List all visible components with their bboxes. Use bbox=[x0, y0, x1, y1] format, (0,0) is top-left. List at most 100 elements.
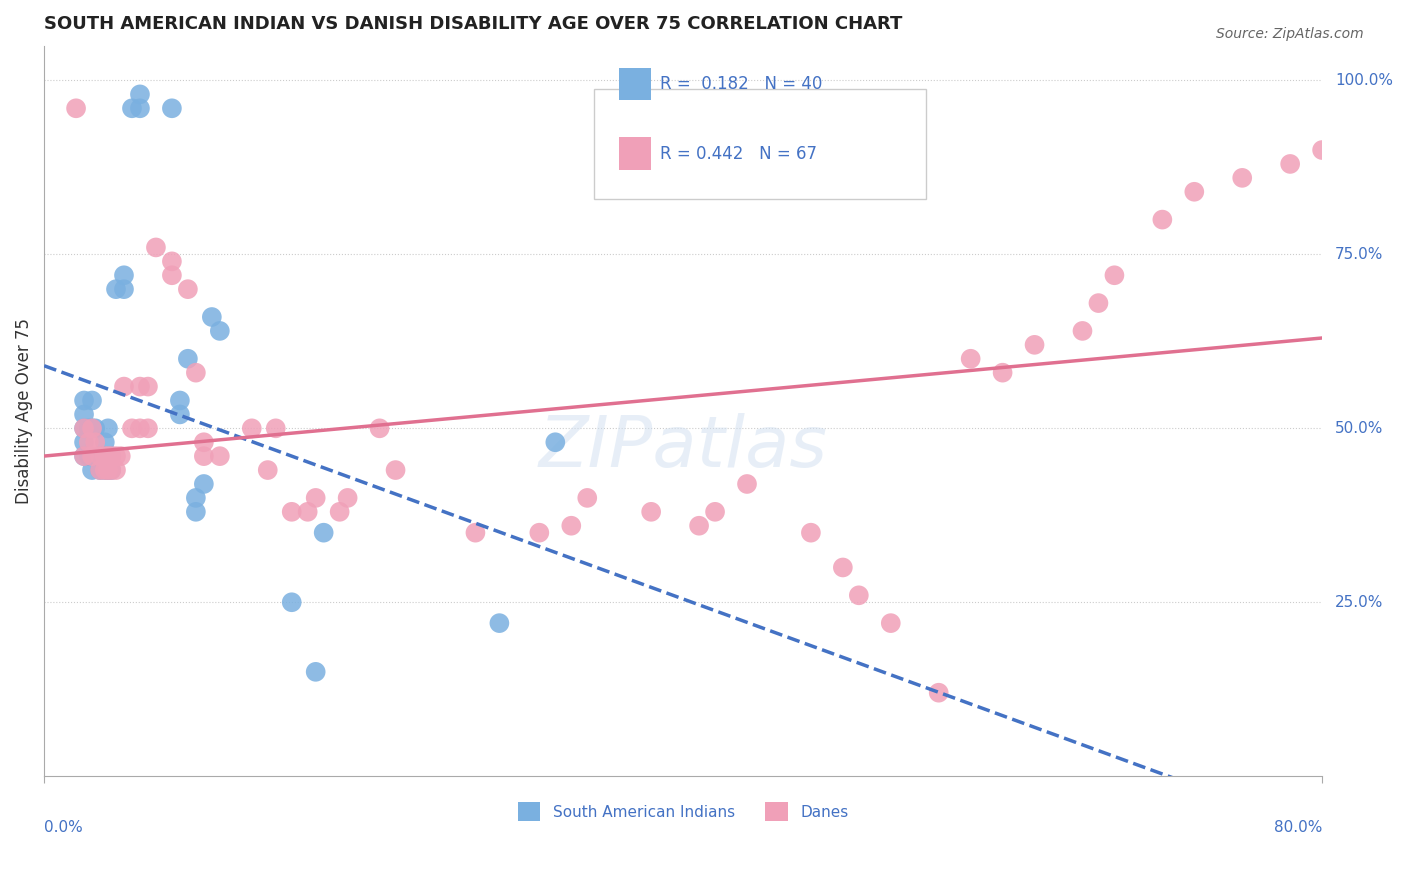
Point bbox=[184, 491, 207, 505]
Point bbox=[100, 463, 122, 477]
Point bbox=[97, 463, 120, 477]
Point bbox=[112, 268, 135, 283]
Point bbox=[94, 463, 117, 477]
Point bbox=[73, 449, 96, 463]
Point bbox=[80, 393, 103, 408]
Point bbox=[305, 665, 328, 679]
Point bbox=[529, 525, 551, 540]
Point bbox=[80, 463, 103, 477]
Point bbox=[100, 449, 122, 463]
Point bbox=[177, 282, 200, 296]
Point bbox=[959, 351, 981, 366]
Point bbox=[100, 449, 122, 463]
Point bbox=[89, 463, 111, 477]
Point bbox=[576, 491, 599, 505]
Point bbox=[105, 282, 128, 296]
Point bbox=[110, 449, 132, 463]
Point bbox=[256, 463, 278, 477]
Point bbox=[193, 435, 215, 450]
Point bbox=[560, 518, 582, 533]
Point bbox=[129, 421, 152, 435]
Point bbox=[105, 449, 128, 463]
Point bbox=[129, 101, 152, 115]
Point bbox=[1104, 268, 1126, 283]
Point bbox=[73, 408, 96, 422]
Point bbox=[1310, 143, 1333, 157]
Point bbox=[94, 463, 117, 477]
Point bbox=[94, 449, 117, 463]
Point bbox=[297, 505, 319, 519]
Point bbox=[800, 525, 823, 540]
Point bbox=[688, 518, 710, 533]
Text: ZIPatlas: ZIPatlas bbox=[538, 413, 828, 482]
Point bbox=[129, 87, 152, 102]
Point bbox=[208, 324, 231, 338]
Point bbox=[97, 421, 120, 435]
Point bbox=[160, 254, 183, 268]
Point bbox=[65, 101, 87, 115]
Point bbox=[177, 351, 200, 366]
Point bbox=[184, 366, 207, 380]
Point bbox=[112, 282, 135, 296]
Y-axis label: Disability Age Over 75: Disability Age Over 75 bbox=[15, 318, 32, 504]
Point bbox=[169, 408, 191, 422]
Point bbox=[160, 101, 183, 115]
Point bbox=[735, 477, 758, 491]
Point bbox=[280, 595, 302, 609]
Point bbox=[100, 463, 122, 477]
Point bbox=[384, 463, 406, 477]
Text: Source: ZipAtlas.com: Source: ZipAtlas.com bbox=[1216, 27, 1364, 41]
Point bbox=[1087, 296, 1109, 310]
Point bbox=[312, 525, 335, 540]
Point bbox=[991, 366, 1014, 380]
Point bbox=[1279, 157, 1302, 171]
Point bbox=[77, 435, 100, 450]
Point bbox=[1152, 212, 1174, 227]
Point bbox=[1232, 170, 1254, 185]
Point bbox=[160, 268, 183, 283]
Point bbox=[129, 379, 152, 393]
Point bbox=[80, 421, 103, 435]
Text: 80.0%: 80.0% bbox=[1274, 820, 1322, 835]
Text: SOUTH AMERICAN INDIAN VS DANISH DISABILITY AGE OVER 75 CORRELATION CHART: SOUTH AMERICAN INDIAN VS DANISH DISABILI… bbox=[44, 15, 903, 33]
Point bbox=[94, 449, 117, 463]
Point bbox=[94, 435, 117, 450]
Point bbox=[73, 421, 96, 435]
Point bbox=[336, 491, 359, 505]
Point bbox=[1071, 324, 1094, 338]
Point bbox=[240, 421, 263, 435]
Point bbox=[89, 449, 111, 463]
Point bbox=[880, 616, 903, 631]
Point bbox=[193, 449, 215, 463]
Point bbox=[464, 525, 486, 540]
Point bbox=[73, 435, 96, 450]
Text: R =  0.182   N = 40: R = 0.182 N = 40 bbox=[659, 75, 823, 93]
Point bbox=[329, 505, 352, 519]
Text: R = 0.442   N = 67: R = 0.442 N = 67 bbox=[659, 145, 817, 162]
Point bbox=[201, 310, 224, 324]
Legend: South American Indians, Danes: South American Indians, Danes bbox=[512, 797, 855, 827]
Point bbox=[544, 435, 567, 450]
Point bbox=[704, 505, 727, 519]
Text: 0.0%: 0.0% bbox=[44, 820, 83, 835]
Point bbox=[280, 505, 302, 519]
Point bbox=[1182, 185, 1205, 199]
Point bbox=[97, 449, 120, 463]
Bar bbox=[619, 68, 651, 101]
Point bbox=[208, 449, 231, 463]
Point bbox=[121, 421, 143, 435]
Point bbox=[305, 491, 328, 505]
Point bbox=[136, 421, 159, 435]
Point bbox=[1343, 129, 1365, 144]
Point bbox=[136, 379, 159, 393]
Point bbox=[105, 463, 128, 477]
Bar bbox=[619, 137, 651, 169]
Point bbox=[73, 393, 96, 408]
Point bbox=[80, 449, 103, 463]
Point bbox=[145, 240, 167, 254]
Point bbox=[368, 421, 391, 435]
Point bbox=[928, 686, 950, 700]
Point bbox=[73, 449, 96, 463]
Text: 100.0%: 100.0% bbox=[1334, 73, 1393, 88]
Point bbox=[831, 560, 853, 574]
